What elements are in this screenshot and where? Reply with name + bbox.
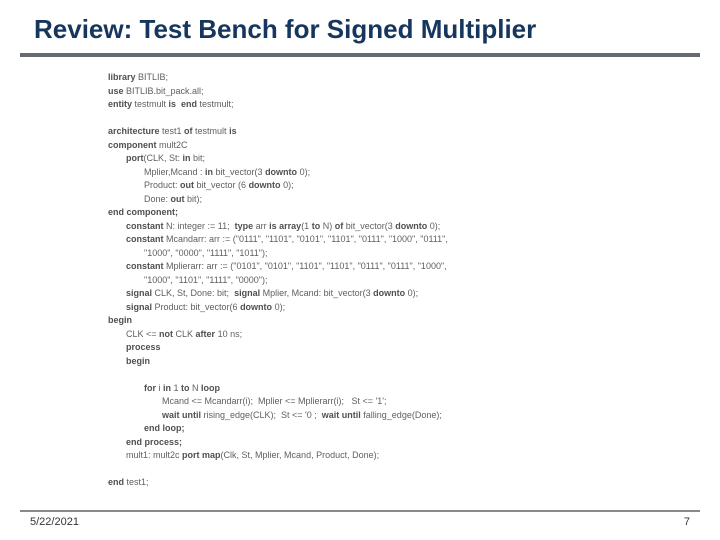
code-line: architecture test1 of testmult is — [108, 125, 720, 139]
code-line — [108, 463, 720, 477]
code-line: end test1; — [108, 476, 720, 490]
code-line: component mult2C — [108, 139, 720, 153]
footer-page: 7 — [684, 516, 690, 528]
code-line: Mplier,Mcand : in bit_vector(3 downto 0)… — [108, 166, 720, 180]
footer: 5/22/2021 7 — [0, 510, 720, 528]
code-line: Done: out bit); — [108, 193, 720, 207]
code-line: port(CLK, St: in bit; — [108, 152, 720, 166]
footer-date: 5/22/2021 — [30, 516, 79, 528]
code-line — [108, 368, 720, 382]
code-line: end loop; — [108, 422, 720, 436]
footer-rule — [20, 510, 700, 512]
code-line: begin — [108, 355, 720, 369]
code-line: mult1: mult2c port map(Clk, St, Mplier, … — [108, 449, 720, 463]
code-line: Mcand <= Mcandarr(i); Mplier <= Mplierar… — [108, 395, 720, 409]
code-line: wait until rising_edge(CLK); St <= '0 ; … — [108, 409, 720, 423]
code-line: end component; — [108, 206, 720, 220]
slide-title: Review: Test Bench for Signed Multiplier — [0, 0, 720, 53]
code-line: constant N: integer := 11; type arr is a… — [108, 220, 720, 234]
code-line: process — [108, 341, 720, 355]
code-line: "1000", "1101", "1111", "0000"); — [108, 274, 720, 288]
code-line: constant Mplierarr: arr := ("0101", "010… — [108, 260, 720, 274]
code-line: for i in 1 to N loop — [108, 382, 720, 396]
code-line: "1000", "0000", "1111", "1011"); — [108, 247, 720, 261]
code-line: begin — [108, 314, 720, 328]
slide: Review: Test Bench for Signed Multiplier… — [0, 0, 720, 540]
code-line: use BITLIB.bit_pack.all; — [108, 85, 720, 99]
code-block: library BITLIB;use BITLIB.bit_pack.all;e… — [0, 57, 720, 490]
code-line: constant Mcandarr: arr := ("0111", "1101… — [108, 233, 720, 247]
code-line: entity testmult is end testmult; — [108, 98, 720, 112]
code-line: CLK <= not CLK after 10 ns; — [108, 328, 720, 342]
code-line: library BITLIB; — [108, 71, 720, 85]
code-line — [108, 112, 720, 126]
code-line: end process; — [108, 436, 720, 450]
code-line: Product: out bit_vector (6 downto 0); — [108, 179, 720, 193]
code-line: signal Product: bit_vector(6 downto 0); — [108, 301, 720, 315]
code-line: signal CLK, St, Done: bit; signal Mplier… — [108, 287, 720, 301]
